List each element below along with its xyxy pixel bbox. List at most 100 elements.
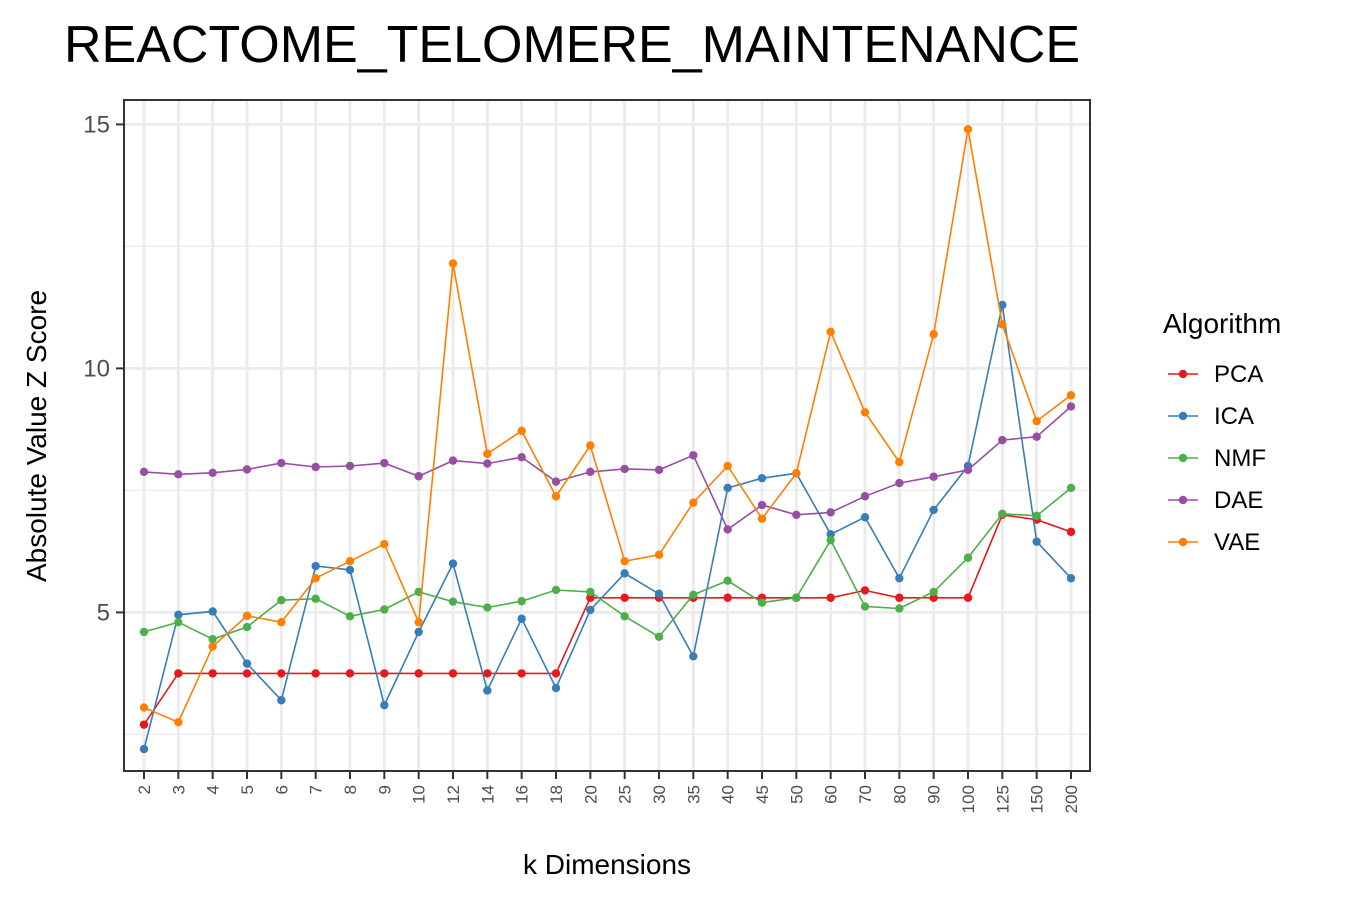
data-point-nmf bbox=[963, 553, 973, 562]
x-tick-label: 100 bbox=[959, 785, 978, 813]
data-point-nmf bbox=[689, 590, 698, 600]
x-tick-label: 30 bbox=[650, 785, 669, 804]
data-point-vae bbox=[723, 461, 732, 471]
x-tick-label: 16 bbox=[513, 785, 532, 804]
legend: Algorithm PCA ICA NMF DAE VAE bbox=[1163, 308, 1281, 556]
x-tick-label: 2 bbox=[135, 785, 154, 794]
data-point-vae bbox=[929, 330, 938, 339]
data-point-ica bbox=[620, 569, 629, 578]
data-point-dae bbox=[345, 461, 355, 471]
x-tick-label: 3 bbox=[169, 785, 188, 794]
data-point-pca bbox=[895, 593, 904, 602]
data-point-dae bbox=[757, 500, 767, 510]
data-point-pca bbox=[620, 593, 629, 602]
legend-marker-dae bbox=[1178, 495, 1188, 505]
data-point-nmf bbox=[723, 576, 732, 585]
x-tick-label: 20 bbox=[581, 785, 600, 804]
y-axis: 5 10 15 bbox=[83, 111, 124, 626]
data-point-dae bbox=[1066, 402, 1076, 411]
data-point-pca bbox=[448, 669, 458, 678]
data-point-nmf bbox=[277, 596, 286, 605]
data-point-dae bbox=[517, 453, 526, 462]
legend-label-vae: VAE bbox=[1214, 529, 1260, 556]
x-tick-label: 7 bbox=[307, 785, 326, 794]
legend-marker-pca bbox=[1178, 369, 1188, 379]
data-point-vae bbox=[998, 320, 1007, 329]
data-point-dae bbox=[963, 465, 973, 475]
data-point-ica bbox=[311, 561, 320, 571]
data-point-dae bbox=[620, 464, 629, 474]
data-point-dae bbox=[414, 472, 423, 481]
x-tick-label: 80 bbox=[890, 785, 909, 804]
data-point-nmf bbox=[895, 604, 904, 613]
data-point-vae bbox=[895, 457, 904, 467]
x-tick-label: 10 bbox=[410, 785, 429, 804]
x-tick-label: 90 bbox=[925, 785, 944, 804]
data-point-pca bbox=[414, 669, 423, 678]
data-point-vae bbox=[414, 617, 423, 627]
data-point-dae bbox=[208, 468, 217, 478]
data-point-dae bbox=[448, 456, 458, 465]
data-point-ica bbox=[723, 483, 732, 493]
y-tick-label: 5 bbox=[97, 599, 110, 626]
x-tick-label: 60 bbox=[822, 785, 841, 804]
x-tick-label: 4 bbox=[204, 785, 223, 794]
data-point-ica bbox=[1032, 537, 1041, 546]
x-tick-label: 14 bbox=[478, 785, 497, 804]
data-point-dae bbox=[792, 510, 801, 519]
data-point-ica bbox=[277, 696, 286, 705]
x-tick-label: 35 bbox=[684, 785, 703, 804]
data-point-dae bbox=[723, 525, 732, 534]
data-point-vae bbox=[345, 556, 355, 566]
data-point-vae bbox=[517, 426, 526, 436]
data-point-dae bbox=[242, 465, 252, 474]
data-point-nmf bbox=[1032, 511, 1041, 520]
data-point-dae bbox=[1032, 432, 1041, 441]
data-point-nmf bbox=[208, 635, 217, 644]
data-point-ica bbox=[826, 530, 835, 539]
data-point-pca bbox=[208, 669, 217, 678]
data-point-dae bbox=[311, 462, 320, 472]
chart-title: REACTOME_TELOMERE_MAINTENANCE bbox=[64, 16, 1080, 74]
series-line-ica bbox=[143, 304, 1072, 750]
data-point-ica bbox=[242, 659, 252, 668]
series-line-dae bbox=[143, 405, 1072, 531]
data-point-vae bbox=[1032, 416, 1041, 426]
data-point-vae bbox=[689, 498, 698, 507]
data-point-vae bbox=[620, 556, 629, 566]
data-point-nmf bbox=[517, 596, 526, 606]
x-tick-label: 50 bbox=[787, 785, 806, 804]
data-point-vae bbox=[826, 327, 835, 336]
data-point-dae bbox=[277, 458, 286, 468]
x-tick-label: 150 bbox=[1028, 785, 1047, 813]
data-point-pca bbox=[483, 669, 492, 678]
data-point-dae bbox=[654, 465, 664, 475]
data-point-ica bbox=[380, 700, 389, 710]
y-axis-title: Absolute Value Z Score bbox=[21, 290, 52, 582]
data-point-nmf bbox=[757, 598, 767, 607]
legend-marker-nmf bbox=[1178, 453, 1188, 463]
data-point-pca bbox=[723, 593, 732, 602]
data-point-ica bbox=[139, 744, 149, 754]
data-point-nmf bbox=[242, 622, 252, 632]
data-point-pca bbox=[345, 669, 355, 678]
y-tick-label: 10 bbox=[83, 355, 110, 382]
data-point-ica bbox=[551, 683, 561, 693]
data-point-dae bbox=[483, 459, 492, 468]
data-point-nmf bbox=[1066, 483, 1076, 493]
data-point-vae bbox=[654, 550, 664, 560]
data-point-vae bbox=[242, 611, 252, 621]
data-point-nmf bbox=[654, 632, 664, 641]
data-point-ica bbox=[860, 513, 870, 522]
data-point-ica bbox=[414, 627, 423, 637]
data-point-dae bbox=[586, 467, 595, 477]
data-point-vae bbox=[483, 449, 492, 458]
x-tick-label: 12 bbox=[444, 785, 463, 804]
data-point-dae bbox=[380, 458, 389, 468]
x-tick-label: 70 bbox=[856, 785, 875, 804]
data-point-dae bbox=[689, 451, 698, 460]
legend-label-pca: PCA bbox=[1214, 361, 1263, 388]
x-tick-label: 45 bbox=[753, 785, 772, 804]
data-point-nmf bbox=[139, 627, 149, 637]
